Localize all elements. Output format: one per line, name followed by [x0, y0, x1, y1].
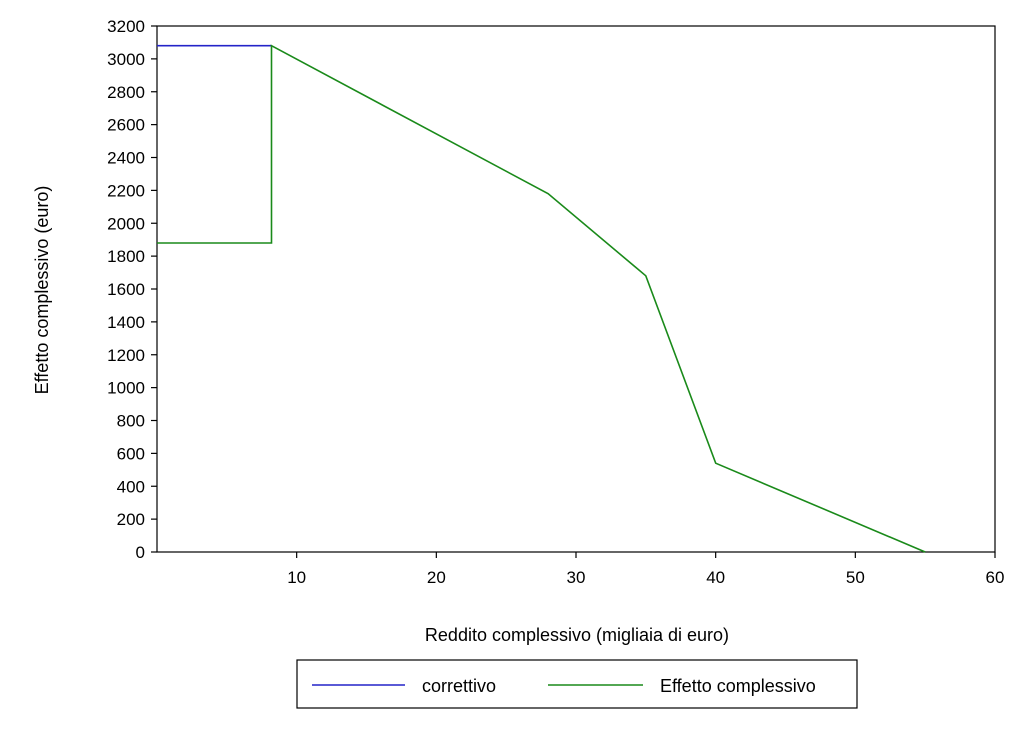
series-layer — [157, 44, 926, 553]
x-tick-label: 40 — [706, 568, 725, 587]
y-tick-label: 2400 — [107, 149, 145, 168]
y-tick-label: 800 — [117, 412, 145, 431]
legend: correttivo Effetto complessivo — [296, 659, 858, 709]
x-axis: 10 20 30 40 50 60 — [287, 552, 1004, 587]
y-tick-label: 600 — [117, 444, 145, 463]
y-tick-label: 2200 — [107, 181, 145, 200]
y-tick-label: 3000 — [107, 50, 145, 69]
x-tick-label: 10 — [287, 568, 306, 587]
legend-label-effetto-complessivo: Effetto complessivo — [660, 676, 816, 696]
plot-border — [156, 25, 996, 553]
x-tick-label: 60 — [986, 568, 1005, 587]
plot-area — [156, 25, 996, 553]
y-tick-label: 2000 — [107, 214, 145, 233]
y-tick-label: 1800 — [107, 247, 145, 266]
x-tick-label: 50 — [846, 568, 865, 587]
legend-label-correttivo: correttivo — [422, 676, 496, 696]
y-axis-title: Effetto complessivo (euro) — [32, 186, 52, 395]
y-tick-label: 2600 — [107, 116, 145, 135]
x-tick-label: 20 — [427, 568, 446, 587]
x-tick-label: 30 — [567, 568, 586, 587]
y-tick-label: 1200 — [107, 346, 145, 365]
y-axis: 0 200 400 600 800 1000 1200 1400 1600 1800 2000 220… — [107, 17, 157, 562]
legend-box — [296, 659, 858, 709]
y-tick-label: 200 — [117, 510, 145, 529]
y-tick-label: 1000 — [107, 379, 145, 398]
y-tick-label: 1400 — [107, 313, 145, 332]
y-tick-label: 0 — [136, 543, 145, 562]
y-tick-label: 1600 — [107, 280, 145, 299]
x-axis-title: Reddito complessivo (migliaia di euro) — [425, 625, 729, 645]
y-tick-label: 3200 — [107, 17, 145, 36]
y-tick-label: 2800 — [107, 83, 145, 102]
y-tick-label: 400 — [117, 477, 145, 496]
series-line-effetto-complessivo — [157, 44, 926, 553]
